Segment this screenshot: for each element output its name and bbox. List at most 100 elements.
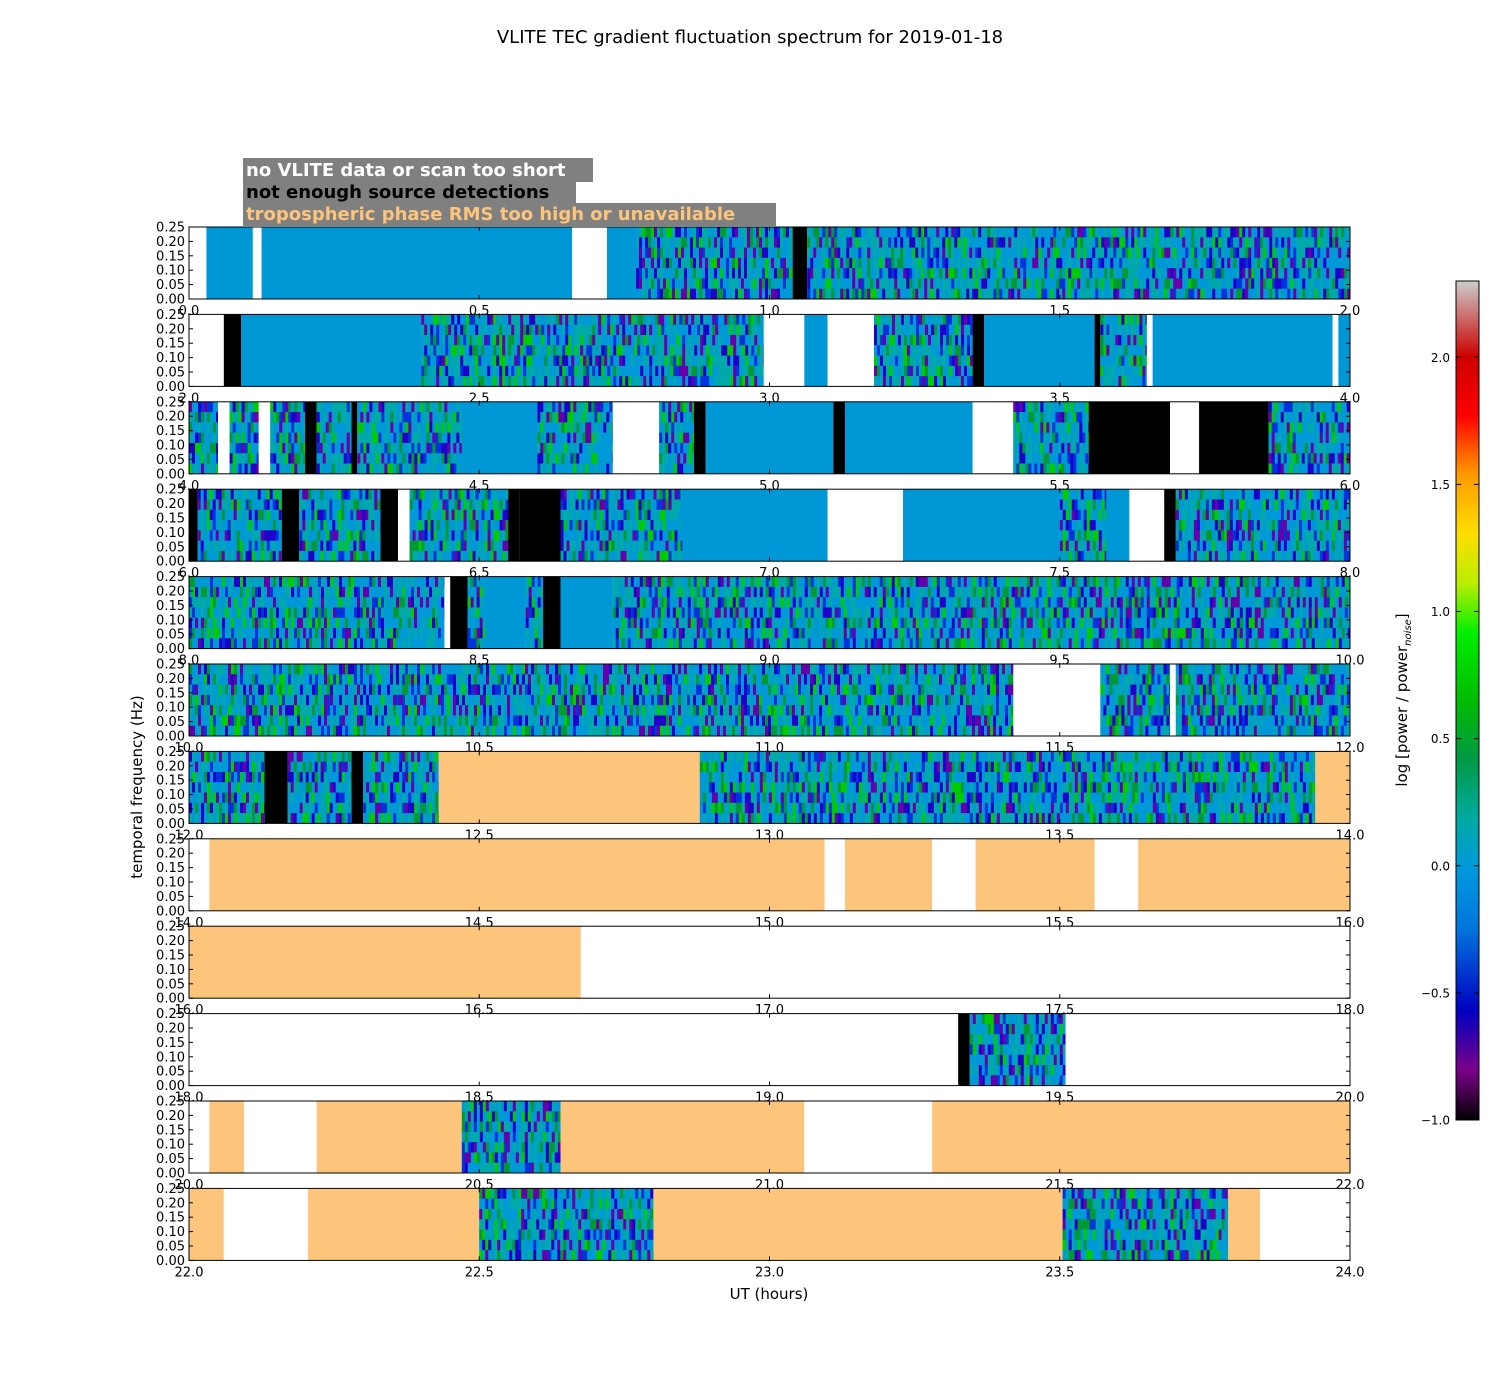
colorbar-tick-label: −0.5 <box>1421 986 1450 1000</box>
panel-row: 0.000.050.100.150.200.25 22.0 22.5 23.0 23.5… <box>156 1182 1364 1281</box>
noisy-segment <box>969 1013 1066 1086</box>
orange-segment <box>209 838 825 911</box>
y-tick-label: 0.00 <box>156 992 185 1007</box>
y-tick-label: 0.05 <box>156 453 185 468</box>
y-tick-label: 0.25 <box>156 1007 185 1022</box>
y-tick-label: 0.15 <box>156 774 185 789</box>
black-segment <box>351 751 364 824</box>
noisy-segment <box>699 751 1316 824</box>
black-segment <box>305 401 317 474</box>
y-tick-label: 0.15 <box>156 512 185 527</box>
flat-segment <box>241 314 422 387</box>
y-tick-label: 0.25 <box>156 745 185 760</box>
white-segment <box>223 1188 309 1261</box>
y-tick-label: 0.05 <box>156 1240 185 1255</box>
noisy-segment <box>1059 489 1107 562</box>
white-segment <box>763 314 805 387</box>
flat-segment <box>206 227 253 299</box>
white-segment <box>612 401 660 474</box>
noisy-segment <box>537 401 614 475</box>
noisy-segment <box>873 314 973 387</box>
flat-segment <box>1106 489 1130 562</box>
white-segment <box>827 489 904 562</box>
y-tick-label: 0.20 <box>156 410 185 425</box>
y-tick-label: 0.10 <box>156 1138 185 1153</box>
noisy-segment <box>299 489 381 562</box>
y-tick-label: 0.20 <box>156 1022 185 1037</box>
y-tick-label: 0.15 <box>156 337 185 352</box>
y-tick-label: 0.00 <box>156 293 185 308</box>
x-tick-label: 24.0 <box>1336 1265 1365 1280</box>
legend-box <box>243 181 576 204</box>
noisy-segment <box>229 401 259 475</box>
orange-segment <box>844 838 933 911</box>
y-tick-label: 0.10 <box>156 788 185 803</box>
y-tick-label: 0.05 <box>156 1065 185 1080</box>
y-tick-label: 0.20 <box>156 235 185 250</box>
noisy-segment <box>467 576 486 649</box>
black-segment <box>508 489 520 562</box>
flat-segment <box>984 314 1095 387</box>
x-tick-label: 22.5 <box>465 1265 494 1280</box>
y-tick-label: 0.05 <box>156 977 185 992</box>
noisy-segment <box>612 576 1351 649</box>
black-segment <box>380 489 398 562</box>
white-segment <box>1170 664 1176 736</box>
white-segment <box>580 926 1350 999</box>
flat-segment <box>844 401 973 474</box>
noisy-segment <box>1062 1188 1229 1261</box>
flat-segment <box>485 576 526 649</box>
y-tick-label: 0.10 <box>156 963 185 978</box>
legend-entry-not-enough-detections: not enough source detections <box>246 182 549 203</box>
black-segment <box>1199 401 1269 474</box>
noisy-segment <box>525 576 544 649</box>
white-segment <box>397 489 410 562</box>
y-tick-label: 0.20 <box>156 1196 185 1211</box>
y-tick-label: 0.00 <box>156 1167 185 1182</box>
noisy-segment <box>409 489 509 562</box>
y-tick-label: 0.10 <box>156 526 185 541</box>
y-tick-label: 0.00 <box>156 380 185 395</box>
panels: 0.000.050.100.150.200.250.0 0.5 1.0 1.5 2.00… <box>156 221 1364 1281</box>
white-segment <box>1260 1188 1350 1261</box>
noisy-segment <box>560 489 683 562</box>
y-tick-label: 0.15 <box>156 599 185 614</box>
legend-entry-troposphere: tropospheric phase RMS too high or unava… <box>246 204 735 225</box>
y-tick-label: 0.10 <box>156 1225 185 1240</box>
colorbar-tick-label: 0.5 <box>1431 732 1450 746</box>
y-tick-label: 0.05 <box>156 540 185 555</box>
panel-row: 0.000.050.100.150.200.250.0 0.5 1.0 1.5 2.0 <box>156 221 1360 320</box>
orange-segment <box>932 1101 1350 1173</box>
flat-segment <box>1152 314 1333 387</box>
white-segment <box>189 227 207 299</box>
y-tick-label: 0.00 <box>156 555 185 570</box>
x-tick-label: 23.5 <box>1045 1265 1074 1280</box>
y-tick-label: 0.25 <box>156 658 185 673</box>
x-axis-label: UT (hours) <box>730 1285 809 1303</box>
white-segment <box>1129 489 1165 562</box>
y-tick-label: 0.20 <box>156 934 185 949</box>
noisy-segment <box>363 751 439 824</box>
y-tick-label: 0.25 <box>156 832 185 847</box>
orange-segment <box>438 751 700 824</box>
white-segment <box>1332 314 1339 387</box>
orange-segment <box>1315 751 1350 824</box>
black-segment <box>351 401 358 474</box>
white-segment <box>252 227 262 299</box>
black-segment <box>1094 314 1101 387</box>
y-tick-label: 0.00 <box>156 904 185 919</box>
colorbar-tick-label: 1.5 <box>1431 478 1450 492</box>
flat-segment <box>606 227 636 299</box>
y-tick-label: 0.10 <box>156 876 185 891</box>
noisy-segment <box>461 1101 561 1174</box>
y-tick-label: 0.05 <box>156 803 185 818</box>
y-tick-label: 0.15 <box>156 1123 185 1138</box>
y-tick-label: 0.10 <box>156 1050 185 1065</box>
y-tick-label: 0.25 <box>156 221 185 236</box>
y-tick-label: 0.15 <box>156 686 185 701</box>
noisy-segment <box>1100 314 1148 387</box>
y-tick-label: 0.15 <box>156 249 185 264</box>
black-segment <box>833 401 845 474</box>
flat-segment <box>560 576 613 649</box>
